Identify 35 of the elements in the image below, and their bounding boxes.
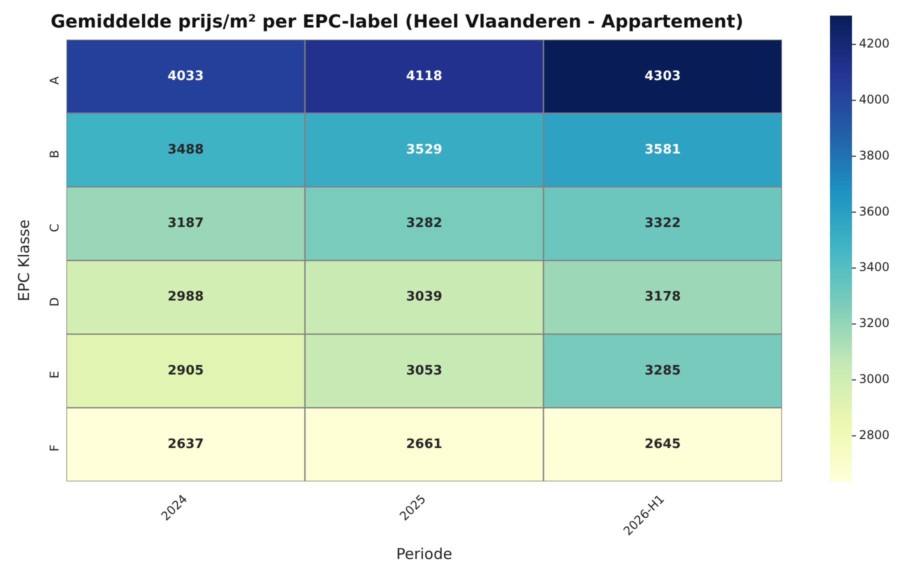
x-axis-title: Periode <box>396 544 452 563</box>
data-label: 4118 <box>406 68 442 84</box>
data-label: 3285 <box>644 363 681 378</box>
y-tick-label: C <box>48 224 62 232</box>
data-label: 2637 <box>168 436 204 452</box>
y-tick-label: B <box>48 150 62 158</box>
color-bar-label: 3400 <box>859 260 890 274</box>
color-bar-label: 3800 <box>859 148 890 162</box>
color-bar-label: 2800 <box>859 428 890 442</box>
data-label: 3529 <box>406 142 442 158</box>
data-label: 3581 <box>644 142 681 158</box>
data-label: 3187 <box>168 216 204 232</box>
color-bar-label: 4000 <box>859 92 890 106</box>
data-label: 3178 <box>644 290 681 305</box>
data-label: 3039 <box>406 290 442 305</box>
y-tick-label: A <box>48 76 62 85</box>
color-bar-label: 3200 <box>859 316 890 330</box>
y-tick-label: E <box>48 370 62 379</box>
color-bar-label: 4200 <box>859 36 890 51</box>
data-label: 3053 <box>406 363 442 378</box>
color-bar-label: 3600 <box>859 204 890 218</box>
chart-title: Gemiddelde prijs/m² per EPC-label (Heel Vlaanderen - Appartement) <box>50 11 744 32</box>
data-label: 2988 <box>168 290 204 305</box>
data-label: 2645 <box>644 436 681 452</box>
data-label: 4303 <box>644 68 681 84</box>
data-label: 3488 <box>168 142 204 158</box>
data-label: 2661 <box>406 436 442 452</box>
data-label: 3322 <box>644 216 681 232</box>
y-tick-label: F <box>48 444 62 452</box>
data-label: 4033 <box>168 68 204 84</box>
y-axis-title: EPC Klasse <box>14 220 33 302</box>
y-tick-label: D <box>48 297 62 307</box>
data-label: 3282 <box>406 216 442 232</box>
data-label: 2905 <box>168 363 204 378</box>
color-bar-label: 3000 <box>859 372 890 386</box>
